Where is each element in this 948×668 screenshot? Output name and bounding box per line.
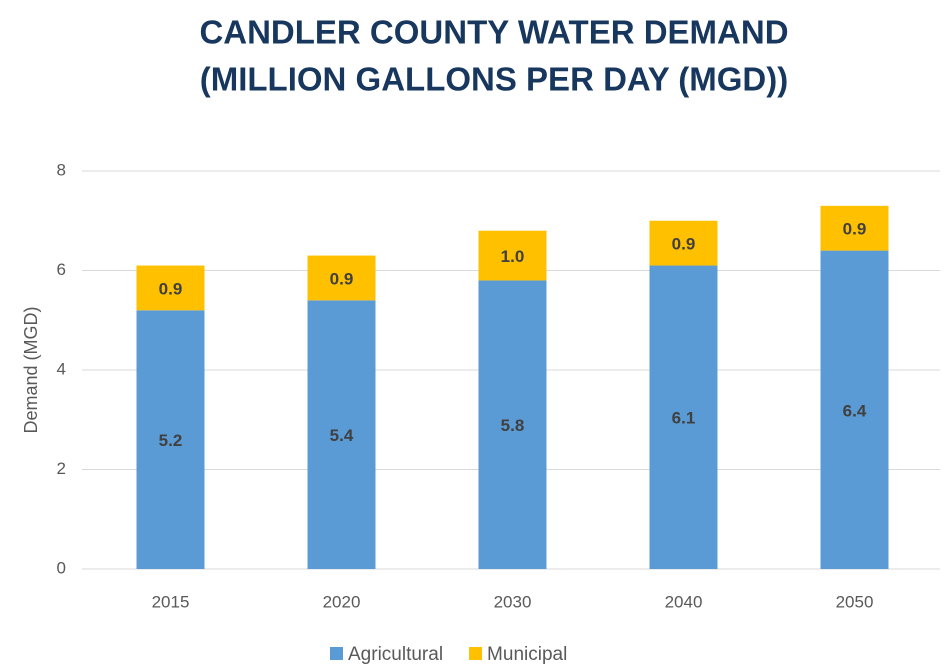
legend-label: Agricultural [348, 644, 443, 665]
bar-segment [649, 220, 718, 266]
y-tick-label: 4 [57, 359, 66, 378]
chart-title: (MILLION GALLONS PER DAY (MGD)) [200, 61, 789, 98]
bar-segment [136, 265, 205, 311]
data-label: 0.9 [330, 269, 354, 288]
x-tick-label: 2020 [323, 592, 361, 611]
bar-segment [820, 205, 889, 251]
legend-swatch [330, 647, 343, 660]
legend-swatch [469, 647, 483, 660]
bar-segment [649, 265, 718, 569]
data-label: 5.8 [501, 416, 525, 435]
bar-segment [307, 300, 376, 569]
x-tick-label: 2030 [494, 592, 532, 611]
y-tick-label: 0 [57, 558, 66, 577]
bar-segment [478, 230, 547, 281]
x-tick-label: 2015 [152, 592, 190, 611]
data-label: 6.1 [672, 409, 696, 428]
y-tick-label: 6 [57, 260, 66, 279]
bar-segment [136, 310, 205, 569]
data-label: 6.4 [843, 401, 867, 420]
y-tick-label: 8 [57, 160, 66, 179]
data-label: 1.0 [501, 247, 525, 266]
data-label: 5.2 [159, 431, 183, 450]
legend-label: Municipal [487, 644, 567, 665]
y-axis-label: Demand (MGD) [21, 306, 41, 433]
data-label: 0.9 [159, 279, 183, 298]
bar-segment [307, 255, 376, 301]
chart-title: CANDLER COUNTY WATER DEMAND [199, 14, 788, 51]
bar-segment [478, 280, 547, 569]
x-tick-label: 2040 [665, 592, 703, 611]
data-label: 0.9 [672, 235, 696, 254]
bar-segment [820, 250, 889, 569]
data-label: 5.4 [330, 426, 354, 445]
x-tick-label: 2050 [836, 592, 874, 611]
y-tick-label: 2 [57, 459, 66, 478]
data-label: 0.9 [843, 220, 867, 239]
